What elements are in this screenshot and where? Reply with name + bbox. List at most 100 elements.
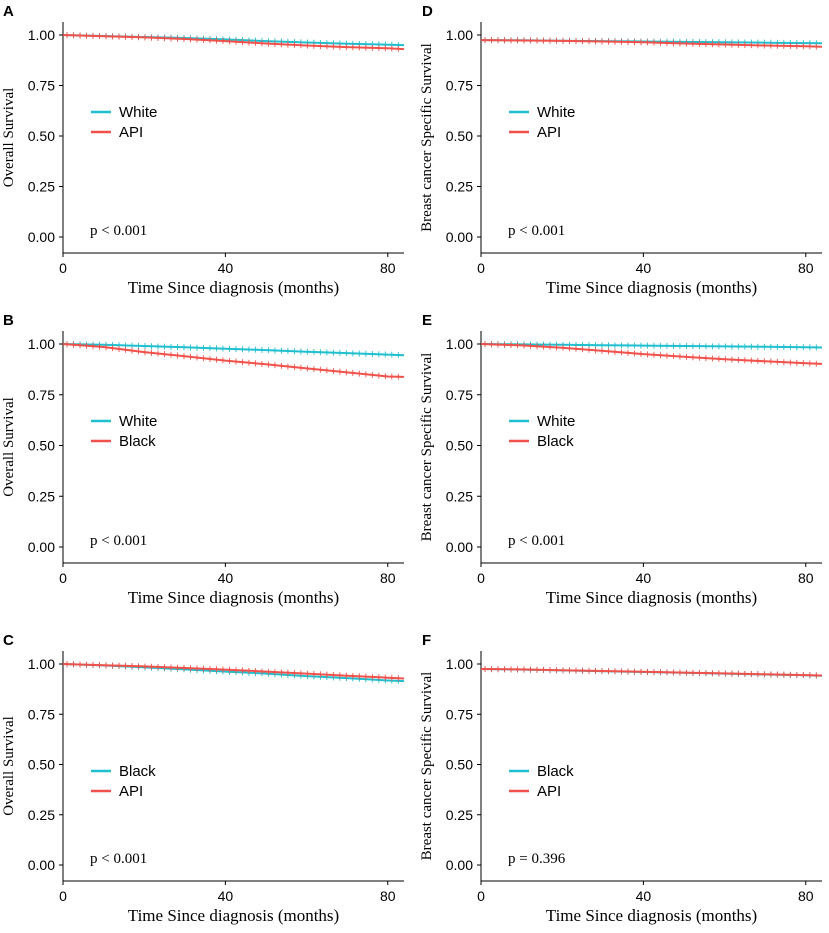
x-tick-label: 40 (636, 260, 652, 276)
y-tick-label: 0.25 (28, 179, 55, 195)
y-tick-label: 0.75 (446, 387, 473, 403)
y-tick-label: 0.75 (446, 78, 473, 94)
series-black (480, 341, 823, 367)
panel-d: D 0.00 0.25 0.50 0.75 1.00 0 40 80 Time Since dia… (419, 3, 823, 297)
y-axis-title: Overall Survival (1, 716, 17, 816)
series-line (62, 34, 405, 51)
panel-f: F 0.00 0.25 0.50 0.75 1.00 0 40 80 Time Since dia… (419, 632, 823, 925)
legend-label: Black (537, 763, 574, 780)
x-tick-label: 80 (798, 570, 814, 586)
series-white (62, 341, 405, 358)
y-tick-label: 0.50 (28, 438, 55, 454)
series-api (480, 666, 823, 679)
series-api (62, 32, 405, 52)
legend-label: API (119, 124, 143, 141)
y-tick-label: 0.00 (28, 857, 55, 873)
x-tick-label: 80 (380, 570, 396, 586)
y-tick-label: 0.75 (446, 706, 473, 722)
series-line (480, 668, 823, 677)
x-tick-label: 80 (380, 260, 396, 276)
x-axis-title: Time Since diagnosis (months) (128, 278, 339, 297)
series-line (480, 343, 823, 365)
panel-letter: A (3, 3, 14, 20)
x-axis-title: Time Since diagnosis (months) (546, 588, 757, 607)
p-value-annotation: p = 0.396 (508, 851, 566, 867)
x-axis-title: Time Since diagnosis (months) (128, 588, 339, 607)
y-tick-label: 1.00 (28, 27, 55, 43)
legend-label: API (537, 124, 561, 141)
p-value-annotation: p < 0.001 (508, 223, 565, 239)
series-line (62, 343, 405, 357)
y-axis-title: Breast cancer Specific Survival (419, 43, 435, 232)
y-tick-label: 1.00 (446, 336, 473, 352)
x-axis-title: Time Since diagnosis (months) (546, 278, 757, 297)
x-tick-label: 40 (218, 888, 234, 904)
panel-c: C 0.00 0.25 0.50 0.75 1.00 0 40 80 Time Since dia… (1, 632, 405, 925)
y-tick-label: 0.00 (446, 857, 473, 873)
y-tick-label: 0.75 (28, 706, 55, 722)
y-axis-title: Overall Survival (1, 397, 17, 497)
x-tick-label: 0 (59, 888, 67, 904)
series-line (480, 343, 823, 349)
x-tick-label: 40 (636, 570, 652, 586)
panel-letter: C (3, 632, 14, 649)
y-tick-label: 0.00 (28, 539, 55, 555)
x-axis-title: Time Since diagnosis (months) (546, 906, 757, 925)
legend-label: White (537, 104, 575, 121)
panel-letter: E (422, 312, 432, 329)
y-tick-label: 0.25 (28, 807, 55, 823)
series-line (62, 343, 405, 378)
panel-letter: B (3, 312, 14, 329)
y-tick-label: 0.25 (28, 488, 55, 504)
y-tick-label: 0.50 (28, 128, 55, 144)
x-tick-label: 40 (218, 260, 234, 276)
panel-a: A 0.00 0.25 0.50 0.75 1.00 0 40 80 Time Since dia… (1, 3, 405, 297)
y-tick-label: 0.50 (28, 757, 55, 773)
x-tick-label: 0 (477, 888, 485, 904)
panel-e: E 0.00 0.25 0.50 0.75 1.00 0 40 80 Time Since dia… (419, 312, 823, 607)
x-tick-label: 0 (477, 570, 485, 586)
x-axis-title: Time Since diagnosis (months) (128, 906, 339, 925)
y-tick-label: 1.00 (28, 656, 55, 672)
series-line (480, 39, 823, 48)
x-tick-label: 0 (59, 570, 67, 586)
y-axis-title: Overall Survival (1, 88, 17, 188)
legend-label: Black (119, 763, 156, 780)
legend-label: API (119, 783, 143, 800)
x-tick-label: 0 (59, 260, 67, 276)
legend-label: White (119, 104, 157, 121)
y-tick-label: 0.50 (446, 128, 473, 144)
y-axis-title: Breast cancer Specific Survival (419, 672, 435, 861)
x-tick-label: 80 (798, 888, 814, 904)
y-tick-label: 0.50 (446, 438, 473, 454)
y-tick-label: 1.00 (446, 27, 473, 43)
p-value-annotation: p < 0.001 (90, 533, 147, 549)
y-axis-title: Breast cancer Specific Survival (419, 353, 435, 542)
y-tick-label: 0.25 (446, 179, 473, 195)
legend-label: White (119, 413, 157, 430)
y-tick-label: 0.25 (446, 488, 473, 504)
y-tick-label: 0.00 (446, 539, 473, 555)
series-black (62, 341, 405, 380)
y-tick-label: 1.00 (446, 656, 473, 672)
legend-label: White (537, 413, 575, 430)
x-tick-label: 0 (477, 260, 485, 276)
p-value-annotation: p < 0.001 (508, 533, 565, 549)
y-tick-label: 0.50 (446, 757, 473, 773)
y-tick-label: 0.25 (446, 807, 473, 823)
p-value-annotation: p < 0.001 (90, 851, 147, 867)
x-tick-label: 80 (380, 888, 396, 904)
y-tick-label: 0.00 (446, 229, 473, 245)
y-tick-label: 1.00 (28, 336, 55, 352)
series-api (62, 661, 405, 682)
x-tick-label: 80 (798, 260, 814, 276)
x-tick-label: 40 (218, 570, 234, 586)
series-line (62, 663, 405, 680)
panel-b: B 0.00 0.25 0.50 0.75 1.00 0 40 80 Time Since dia… (1, 312, 405, 607)
legend-label: Black (119, 433, 156, 450)
panel-letter: F (422, 632, 431, 649)
legend-label: API (537, 783, 561, 800)
panel-letter: D (422, 3, 433, 20)
y-tick-label: 0.75 (28, 78, 55, 94)
